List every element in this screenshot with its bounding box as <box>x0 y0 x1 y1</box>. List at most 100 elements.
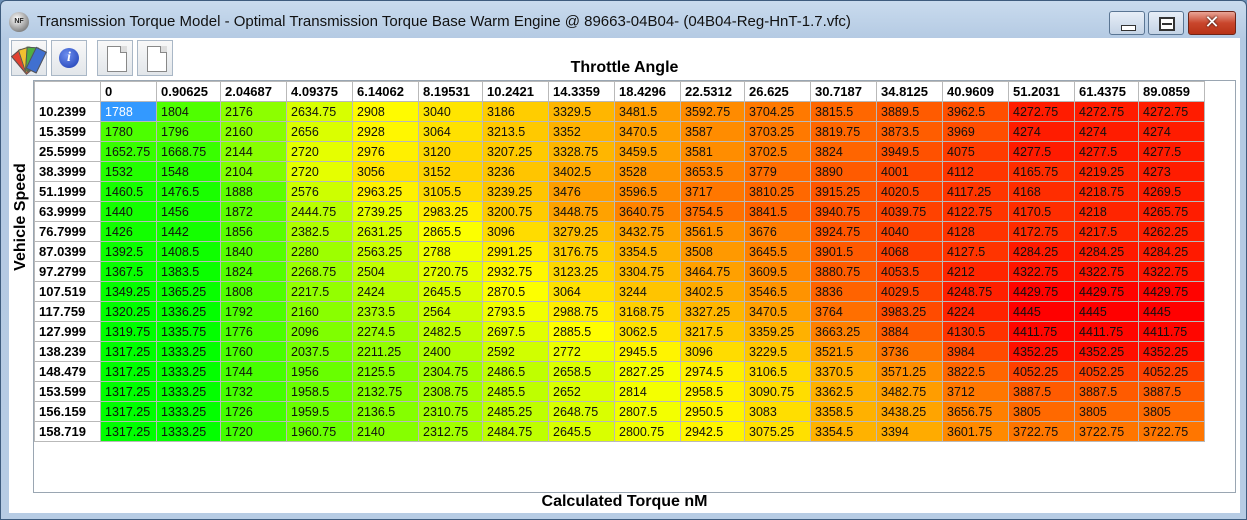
title-bar[interactable]: NF Transmission Torque Model - Optimal T… <box>1 1 1246 35</box>
table-cell[interactable]: 2576 <box>286 181 353 202</box>
table-cell[interactable]: 3596.5 <box>614 181 681 202</box>
table-cell[interactable]: 3940.75 <box>810 201 877 222</box>
table-cell[interactable]: 2373.5 <box>352 301 419 322</box>
table-cell[interactable]: 1317.25 <box>100 361 157 382</box>
table-cell[interactable]: 2772 <box>548 341 615 362</box>
table-cell[interactable]: 1788 <box>100 101 157 122</box>
table-cell[interactable]: 4277.5 <box>1008 141 1075 162</box>
table-cell[interactable]: 3722.75 <box>1138 421 1205 442</box>
table-cell[interactable]: 3394 <box>876 421 943 442</box>
table-cell[interactable]: 2928 <box>352 121 419 142</box>
table-cell[interactable]: 3064 <box>418 121 483 142</box>
table-cell[interactable]: 1349.25 <box>100 281 157 302</box>
table-cell[interactable]: 2136.5 <box>352 401 419 422</box>
table-cell[interactable]: 3083 <box>744 401 811 422</box>
table-cell[interactable]: 1319.75 <box>100 321 157 342</box>
table-cell[interactable]: 3090.75 <box>744 381 811 402</box>
table-cell[interactable]: 4445 <box>1138 301 1205 322</box>
table-cell[interactable]: 1426 <box>100 221 157 242</box>
table-cell[interactable]: 3815.5 <box>810 101 877 122</box>
table-cell[interactable]: 3459.5 <box>614 141 681 162</box>
table-cell[interactable]: 3653.5 <box>680 161 745 182</box>
table-cell[interactable]: 3062.5 <box>614 321 681 342</box>
table-cell[interactable]: 2656 <box>286 121 353 142</box>
table-cell[interactable]: 3663.25 <box>810 321 877 342</box>
table-cell[interactable]: 1872 <box>220 201 287 222</box>
table-cell[interactable]: 1792 <box>220 301 287 322</box>
table-cell[interactable]: 2504 <box>352 261 419 282</box>
table-cell[interactable]: 4284.25 <box>1074 241 1139 262</box>
table-cell[interactable]: 3805 <box>1138 401 1205 422</box>
table-cell[interactable]: 2827.25 <box>614 361 681 382</box>
table-cell[interactable]: 3656.75 <box>942 401 1009 422</box>
table-cell[interactable]: 4265.75 <box>1138 201 1205 222</box>
table-cell[interactable]: 1365.25 <box>156 281 221 302</box>
table-cell[interactable]: 2991.25 <box>482 241 549 262</box>
table-cell[interactable]: 2268.75 <box>286 261 353 282</box>
table-cell[interactable]: 1440 <box>100 201 157 222</box>
table-cell[interactable]: 4322.75 <box>1008 261 1075 282</box>
table-cell[interactable]: 4274 <box>1138 121 1205 142</box>
table-cell[interactable]: 4284.25 <box>1008 241 1075 262</box>
table-cell[interactable]: 1532 <box>100 161 157 182</box>
table-cell[interactable]: 3056 <box>352 161 419 182</box>
table-cell[interactable]: 4411.75 <box>1074 321 1139 342</box>
table-cell[interactable]: 2945.5 <box>614 341 681 362</box>
table-cell[interactable]: 1548 <box>156 161 221 182</box>
table-cell[interactable]: 3152 <box>418 161 483 182</box>
table-cell[interactable]: 3722.75 <box>1008 421 1075 442</box>
table-cell[interactable]: 1856 <box>220 221 287 242</box>
table-cell[interactable]: 3819.75 <box>810 121 877 142</box>
table-cell[interactable]: 3587 <box>680 121 745 142</box>
table-cell[interactable]: 1336.25 <box>156 301 221 322</box>
table-cell[interactable]: 4052.25 <box>1008 361 1075 382</box>
table-cell[interactable]: 2988.75 <box>548 301 615 322</box>
table-cell[interactable]: 4212 <box>942 261 1009 282</box>
table-cell[interactable]: 2312.75 <box>418 421 483 442</box>
table-cell[interactable]: 2564 <box>418 301 483 322</box>
table-cell[interactable]: 1668.75 <box>156 141 221 162</box>
paste-button[interactable] <box>137 40 173 76</box>
table-cell[interactable]: 3983.25 <box>876 301 943 322</box>
table-cell[interactable]: 3304.75 <box>614 261 681 282</box>
table-cell[interactable]: 4322.75 <box>1138 261 1205 282</box>
table-cell[interactable]: 3592.75 <box>680 101 745 122</box>
table-cell[interactable]: 1760 <box>220 341 287 362</box>
table-cell[interactable]: 3880.75 <box>810 261 877 282</box>
table-cell[interactable]: 3064 <box>548 281 615 302</box>
table-cell[interactable]: 4053.5 <box>876 261 943 282</box>
table-cell[interactable]: 2697.5 <box>482 321 549 342</box>
table-cell[interactable]: 3482.75 <box>876 381 943 402</box>
app-logo-icon[interactable]: NF <box>9 12 29 32</box>
table-cell[interactable]: 3352 <box>548 121 615 142</box>
table-cell[interactable]: 3561.5 <box>680 221 745 242</box>
table-cell[interactable]: 2963.25 <box>352 181 419 202</box>
table-cell[interactable]: 3123.25 <box>548 261 615 282</box>
table-cell[interactable]: 3640.75 <box>614 201 681 222</box>
table-cell[interactable]: 3096 <box>680 341 745 362</box>
table-cell[interactable]: 3120 <box>418 141 483 162</box>
table-cell[interactable]: 3949.5 <box>876 141 943 162</box>
table-cell[interactable]: 1317.25 <box>100 401 157 422</box>
table-cell[interactable]: 4274 <box>1008 121 1075 142</box>
table-cell[interactable]: 4217.5 <box>1074 221 1139 242</box>
table-cell[interactable]: 4269.5 <box>1138 181 1205 202</box>
table-cell[interactable]: 1720 <box>220 421 287 442</box>
table-cell[interactable]: 2942.5 <box>680 421 745 442</box>
table-cell[interactable]: 4218 <box>1074 201 1139 222</box>
table-cell[interactable]: 3106.5 <box>744 361 811 382</box>
table-cell[interactable]: 4429.75 <box>1008 281 1075 302</box>
table-cell[interactable]: 3810.25 <box>744 181 811 202</box>
table-cell[interactable]: 3969 <box>942 121 1009 142</box>
table-cell[interactable]: 3601.75 <box>942 421 1009 442</box>
table-cell[interactable]: 2974.5 <box>680 361 745 382</box>
table-cell[interactable]: 2652 <box>548 381 615 402</box>
table-cell[interactable]: 3736 <box>876 341 943 362</box>
table-cell[interactable]: 2310.75 <box>418 401 483 422</box>
table-cell[interactable]: 3362.5 <box>810 381 877 402</box>
table-cell[interactable]: 3645.5 <box>744 241 811 262</box>
table-cell[interactable]: 1383.5 <box>156 261 221 282</box>
table-cell[interactable]: 2739.25 <box>352 201 419 222</box>
table-cell[interactable]: 4445 <box>1074 301 1139 322</box>
table-cell[interactable]: 2125.5 <box>352 361 419 382</box>
